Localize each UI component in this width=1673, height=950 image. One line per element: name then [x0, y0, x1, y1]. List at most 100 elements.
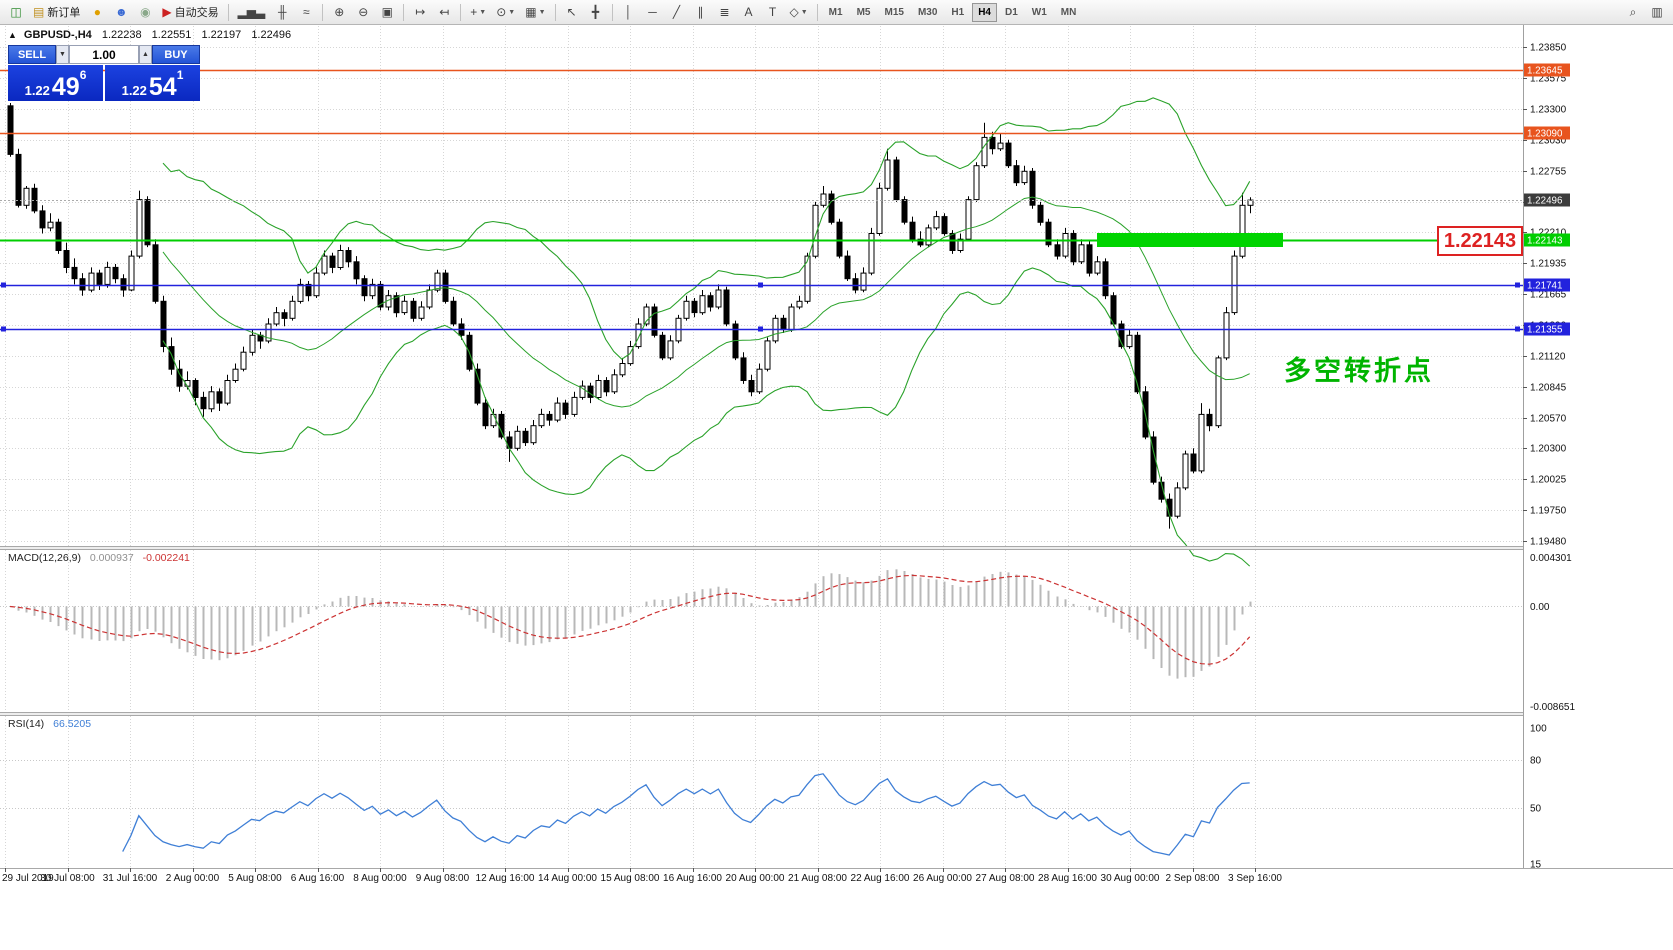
- timeframe-h4[interactable]: H4: [972, 2, 997, 22]
- fibonacci-tool-icon: ≣: [719, 5, 730, 19]
- zoom-out-button[interactable]: ⊖: [352, 2, 374, 23]
- arrows-tool-button[interactable]: ◇ ▼: [786, 2, 812, 23]
- user-profile-button[interactable]: ☻: [110, 2, 132, 23]
- text-tool-button[interactable]: A: [738, 2, 760, 23]
- toolbar: ◫ ▤ 新订单 ● ☻ ◉ ▶ 自动交易 ▂▅▃ ╫ ≈ ⊕ ⊖ ▣ ↦ ↤ + ▼ ⊙ ▼ ▦ ▼ ↖ ╋ │ ─ ╱ ∥ ≣ A T ◇ ▼…: [0, 0, 1673, 25]
- hline-handle[interactable]: [1515, 326, 1520, 332]
- svg-text:100: 100: [1530, 724, 1547, 735]
- indicators-list-button[interactable]: + ▼: [466, 2, 490, 23]
- toolbar-separator: [611, 3, 613, 21]
- svg-text:14 Aug 00:00: 14 Aug 00:00: [538, 873, 597, 884]
- new-chart-icon: ◫: [10, 5, 22, 19]
- horizontal-line-tool-button[interactable]: ─: [642, 2, 664, 23]
- user-profile-icon: ☻: [115, 5, 128, 19]
- new-chart-button[interactable]: ◫: [5, 2, 27, 23]
- svg-text:26 Aug 00:00: 26 Aug 00:00: [913, 873, 972, 884]
- hline-handle[interactable]: [1, 326, 6, 332]
- timeframe-m1[interactable]: M1: [828, 6, 843, 18]
- timeframe-d1[interactable]: D1: [1004, 6, 1018, 18]
- hline-handle[interactable]: [758, 282, 763, 288]
- zoom-in-icon: ⊕: [334, 5, 345, 19]
- grid: [0, 26, 1523, 868]
- buy-price-button[interactable]: 1.22 54 1: [105, 65, 200, 101]
- label-tool-button[interactable]: T: [762, 2, 784, 23]
- timeframe-m15[interactable]: M15: [884, 6, 904, 18]
- svg-text:21 Aug 08:00: 21 Aug 08:00: [788, 873, 847, 884]
- templates-button[interactable]: ▦ ▼: [521, 2, 549, 23]
- connection-status-button[interactable]: ◉: [134, 2, 156, 23]
- rsi-indicator-label: RSI(14) 66.5205: [8, 718, 97, 730]
- svg-text:8 Aug 00:00: 8 Aug 00:00: [353, 873, 407, 884]
- line-chart-mode-button[interactable]: ≈: [295, 2, 317, 23]
- sell-price-point: 6: [79, 68, 87, 82]
- sell-price-base: 1.22: [24, 83, 50, 98]
- volume-decrease-button[interactable]: ▼: [56, 45, 69, 64]
- indicators-list-icon: +: [470, 5, 478, 19]
- sell-price-button[interactable]: 1.22 49 6: [8, 65, 103, 101]
- tile-windows-button[interactable]: ▣: [376, 2, 398, 23]
- volume-input[interactable]: 1.00: [69, 45, 139, 64]
- chart-objects[interactable]: [0, 69, 1523, 332]
- macd-value: 0.000937: [89, 552, 134, 564]
- candlestick-mode-button[interactable]: ╫: [271, 2, 293, 23]
- zoom-out-icon: ⊖: [358, 5, 369, 19]
- hline-handle[interactable]: [1515, 282, 1520, 288]
- svg-text:29 Jul 2019: 29 Jul 2019: [2, 873, 54, 884]
- svg-text:0.004301: 0.004301: [1530, 553, 1572, 564]
- new-order-button[interactable]: ▤ 新订单: [29, 2, 84, 23]
- zoom-in-button[interactable]: ⊕: [328, 2, 350, 23]
- timeframe-h1[interactable]: H1: [951, 6, 965, 18]
- periods-list-button[interactable]: ⊙ ▼: [492, 2, 519, 23]
- svg-text:31 Jul 16:00: 31 Jul 16:00: [103, 873, 158, 884]
- toolbar-separator: [554, 3, 556, 21]
- svg-text:80: 80: [1530, 756, 1542, 767]
- panel-separators[interactable]: [0, 546, 1673, 869]
- turning-point-annotation[interactable]: 多空转折点: [1284, 356, 1434, 386]
- timeframe-m30[interactable]: M30: [917, 6, 938, 18]
- trendline-tool-button[interactable]: ╱: [666, 2, 688, 23]
- hline-handle[interactable]: [1, 282, 6, 288]
- price-axis[interactable]: 1.23850 1.23575 1.23300 1.23030 1.22755 1.224…: [1523, 25, 1673, 871]
- bar-chart-mode-button[interactable]: ▂▅▃: [234, 2, 270, 23]
- buy-price-point: 1: [176, 68, 184, 82]
- search-button[interactable]: ⌕: [1622, 2, 1644, 23]
- data-window-button[interactable]: ▥: [1646, 2, 1668, 23]
- macd-histogram: [17, 569, 1252, 679]
- sell-button[interactable]: SELL: [8, 45, 56, 64]
- vertical-line-tool-button[interactable]: │: [618, 2, 640, 23]
- channel-tool-button[interactable]: ∥: [690, 2, 712, 23]
- svg-text:1.21355: 1.21355: [1527, 325, 1563, 336]
- svg-text:1.22755: 1.22755: [1530, 167, 1567, 178]
- toolbar-separator: [460, 3, 462, 21]
- crosshair-tool-button[interactable]: ╋: [585, 2, 607, 23]
- svg-text:1.23030: 1.23030: [1530, 136, 1567, 147]
- price-callout[interactable]: 1.22143: [1437, 226, 1523, 256]
- hline-handle[interactable]: [758, 326, 763, 332]
- auto-trading-button[interactable]: ▶ 自动交易: [158, 2, 222, 23]
- svg-text:1.22210: 1.22210: [1530, 228, 1567, 239]
- svg-text:22 Aug 16:00: 22 Aug 16:00: [851, 873, 910, 884]
- svg-text:1.21741: 1.21741: [1527, 281, 1562, 292]
- chart-shift-icon: ↤: [439, 5, 450, 19]
- svg-text:16 Aug 16:00: 16 Aug 16:00: [663, 873, 722, 884]
- highlight-band[interactable]: [1097, 233, 1283, 247]
- svg-text:1.22143: 1.22143: [1527, 236, 1563, 247]
- svg-text:1.21665: 1.21665: [1530, 290, 1567, 301]
- cursor-tool-button[interactable]: ↖: [561, 2, 583, 23]
- volume-increase-button[interactable]: ▲: [139, 45, 152, 64]
- chart-shift-button[interactable]: ↤: [433, 2, 455, 23]
- svg-text:12 Aug 16:00: 12 Aug 16:00: [476, 873, 535, 884]
- mql5-community-button[interactable]: ●: [86, 2, 108, 23]
- price-tag-1.21741: 1.21741: [1524, 278, 1570, 292]
- auto-scroll-button[interactable]: ↦: [409, 2, 431, 23]
- fibonacci-tool-button[interactable]: ≣: [714, 2, 736, 23]
- timeframe-m5[interactable]: M5: [856, 6, 871, 18]
- buy-button[interactable]: BUY: [152, 45, 200, 64]
- timeframe-mn[interactable]: MN: [1060, 6, 1077, 18]
- rsi-name: RSI(14): [8, 718, 45, 730]
- svg-text:1.23645: 1.23645: [1527, 66, 1563, 77]
- one-click-collapse-button[interactable]: ▲: [8, 30, 17, 40]
- timeframe-w1[interactable]: W1: [1031, 6, 1047, 18]
